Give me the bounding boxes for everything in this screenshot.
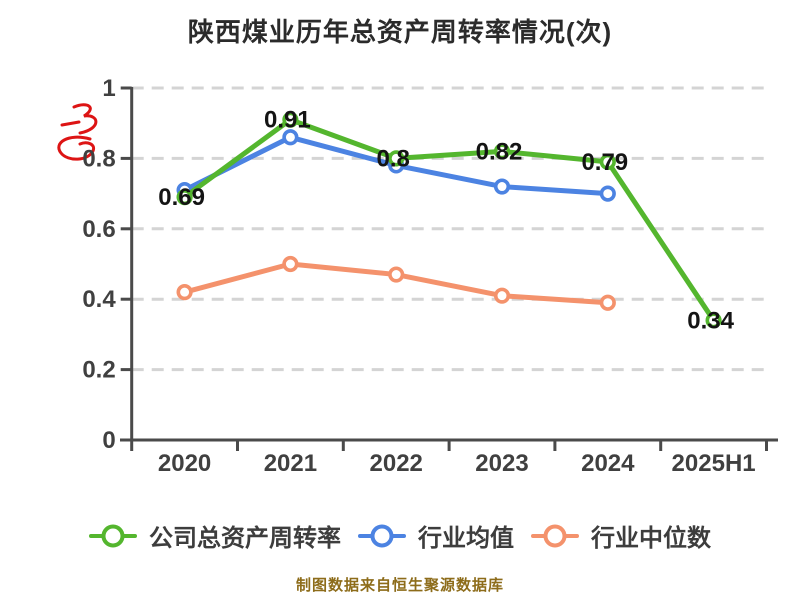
- legend: 公司总资产周转率 行业均值 行业中位数: [0, 518, 800, 553]
- data-point-label: 0.82: [476, 138, 523, 165]
- x-tick-label: 2021: [264, 450, 317, 477]
- data-point: [282, 255, 299, 273]
- legend-label-company: 公司总资产周转率: [149, 525, 341, 552]
- data-point: [705, 312, 722, 329]
- legend-marker-industry-median-icon: [531, 524, 579, 547]
- series-line: [182, 117, 717, 323]
- legend-item-industry-mean[interactable]: 行业均值: [358, 518, 514, 553]
- data-point: [388, 150, 405, 167]
- x-tick-label: 2025H1: [672, 450, 756, 477]
- x-tick-label: 2024: [581, 450, 635, 477]
- data-point-label: 0.8: [377, 145, 410, 172]
- data-point: [176, 189, 193, 206]
- legend-item-company-turnover[interactable]: 公司总资产周转率: [89, 518, 341, 553]
- data-source-note: 制图数据来自恒生聚源数据库: [295, 577, 504, 594]
- data-point: [493, 178, 511, 195]
- red-seal-icon: [57, 103, 98, 161]
- x-tick-label: 2022: [370, 450, 423, 477]
- y-tick-label: 0.4: [82, 286, 116, 313]
- data-point: [599, 185, 616, 202]
- x-tick-label: 2020: [158, 450, 211, 477]
- y-tick-label: 0.8: [82, 145, 115, 172]
- y-tick-label: 1: [102, 75, 115, 102]
- legend-marker-industry-mean-icon: [358, 524, 406, 547]
- data-point: [282, 129, 299, 146]
- data-point: [388, 266, 405, 283]
- data-point: [282, 111, 299, 128]
- x-tick-label: 2023: [475, 450, 528, 477]
- data-point-label: 0.91: [264, 107, 311, 134]
- legend-marker-company-icon: [89, 524, 137, 547]
- data-point: [599, 294, 616, 311]
- legend-item-industry-median[interactable]: 行业中位数: [531, 518, 711, 553]
- y-tick-label: 0.2: [82, 357, 115, 384]
- data-point: [176, 284, 193, 301]
- legend-label-industry-median: 行业中位数: [591, 525, 711, 552]
- chart-title: 陕西煤业历年总资产周转率情况(次): [187, 17, 613, 47]
- data-point: [493, 287, 511, 304]
- legend-label-industry-mean: 行业均值: [418, 525, 514, 552]
- y-tick-label: 0.6: [82, 216, 115, 243]
- data-point: [599, 153, 616, 171]
- data-point-label: 0.79: [581, 149, 628, 176]
- data-point-label: 0.69: [158, 184, 205, 211]
- data-point-label: 0.34: [687, 307, 734, 334]
- data-point: [493, 143, 511, 160]
- y-tick-label: 0: [102, 427, 115, 454]
